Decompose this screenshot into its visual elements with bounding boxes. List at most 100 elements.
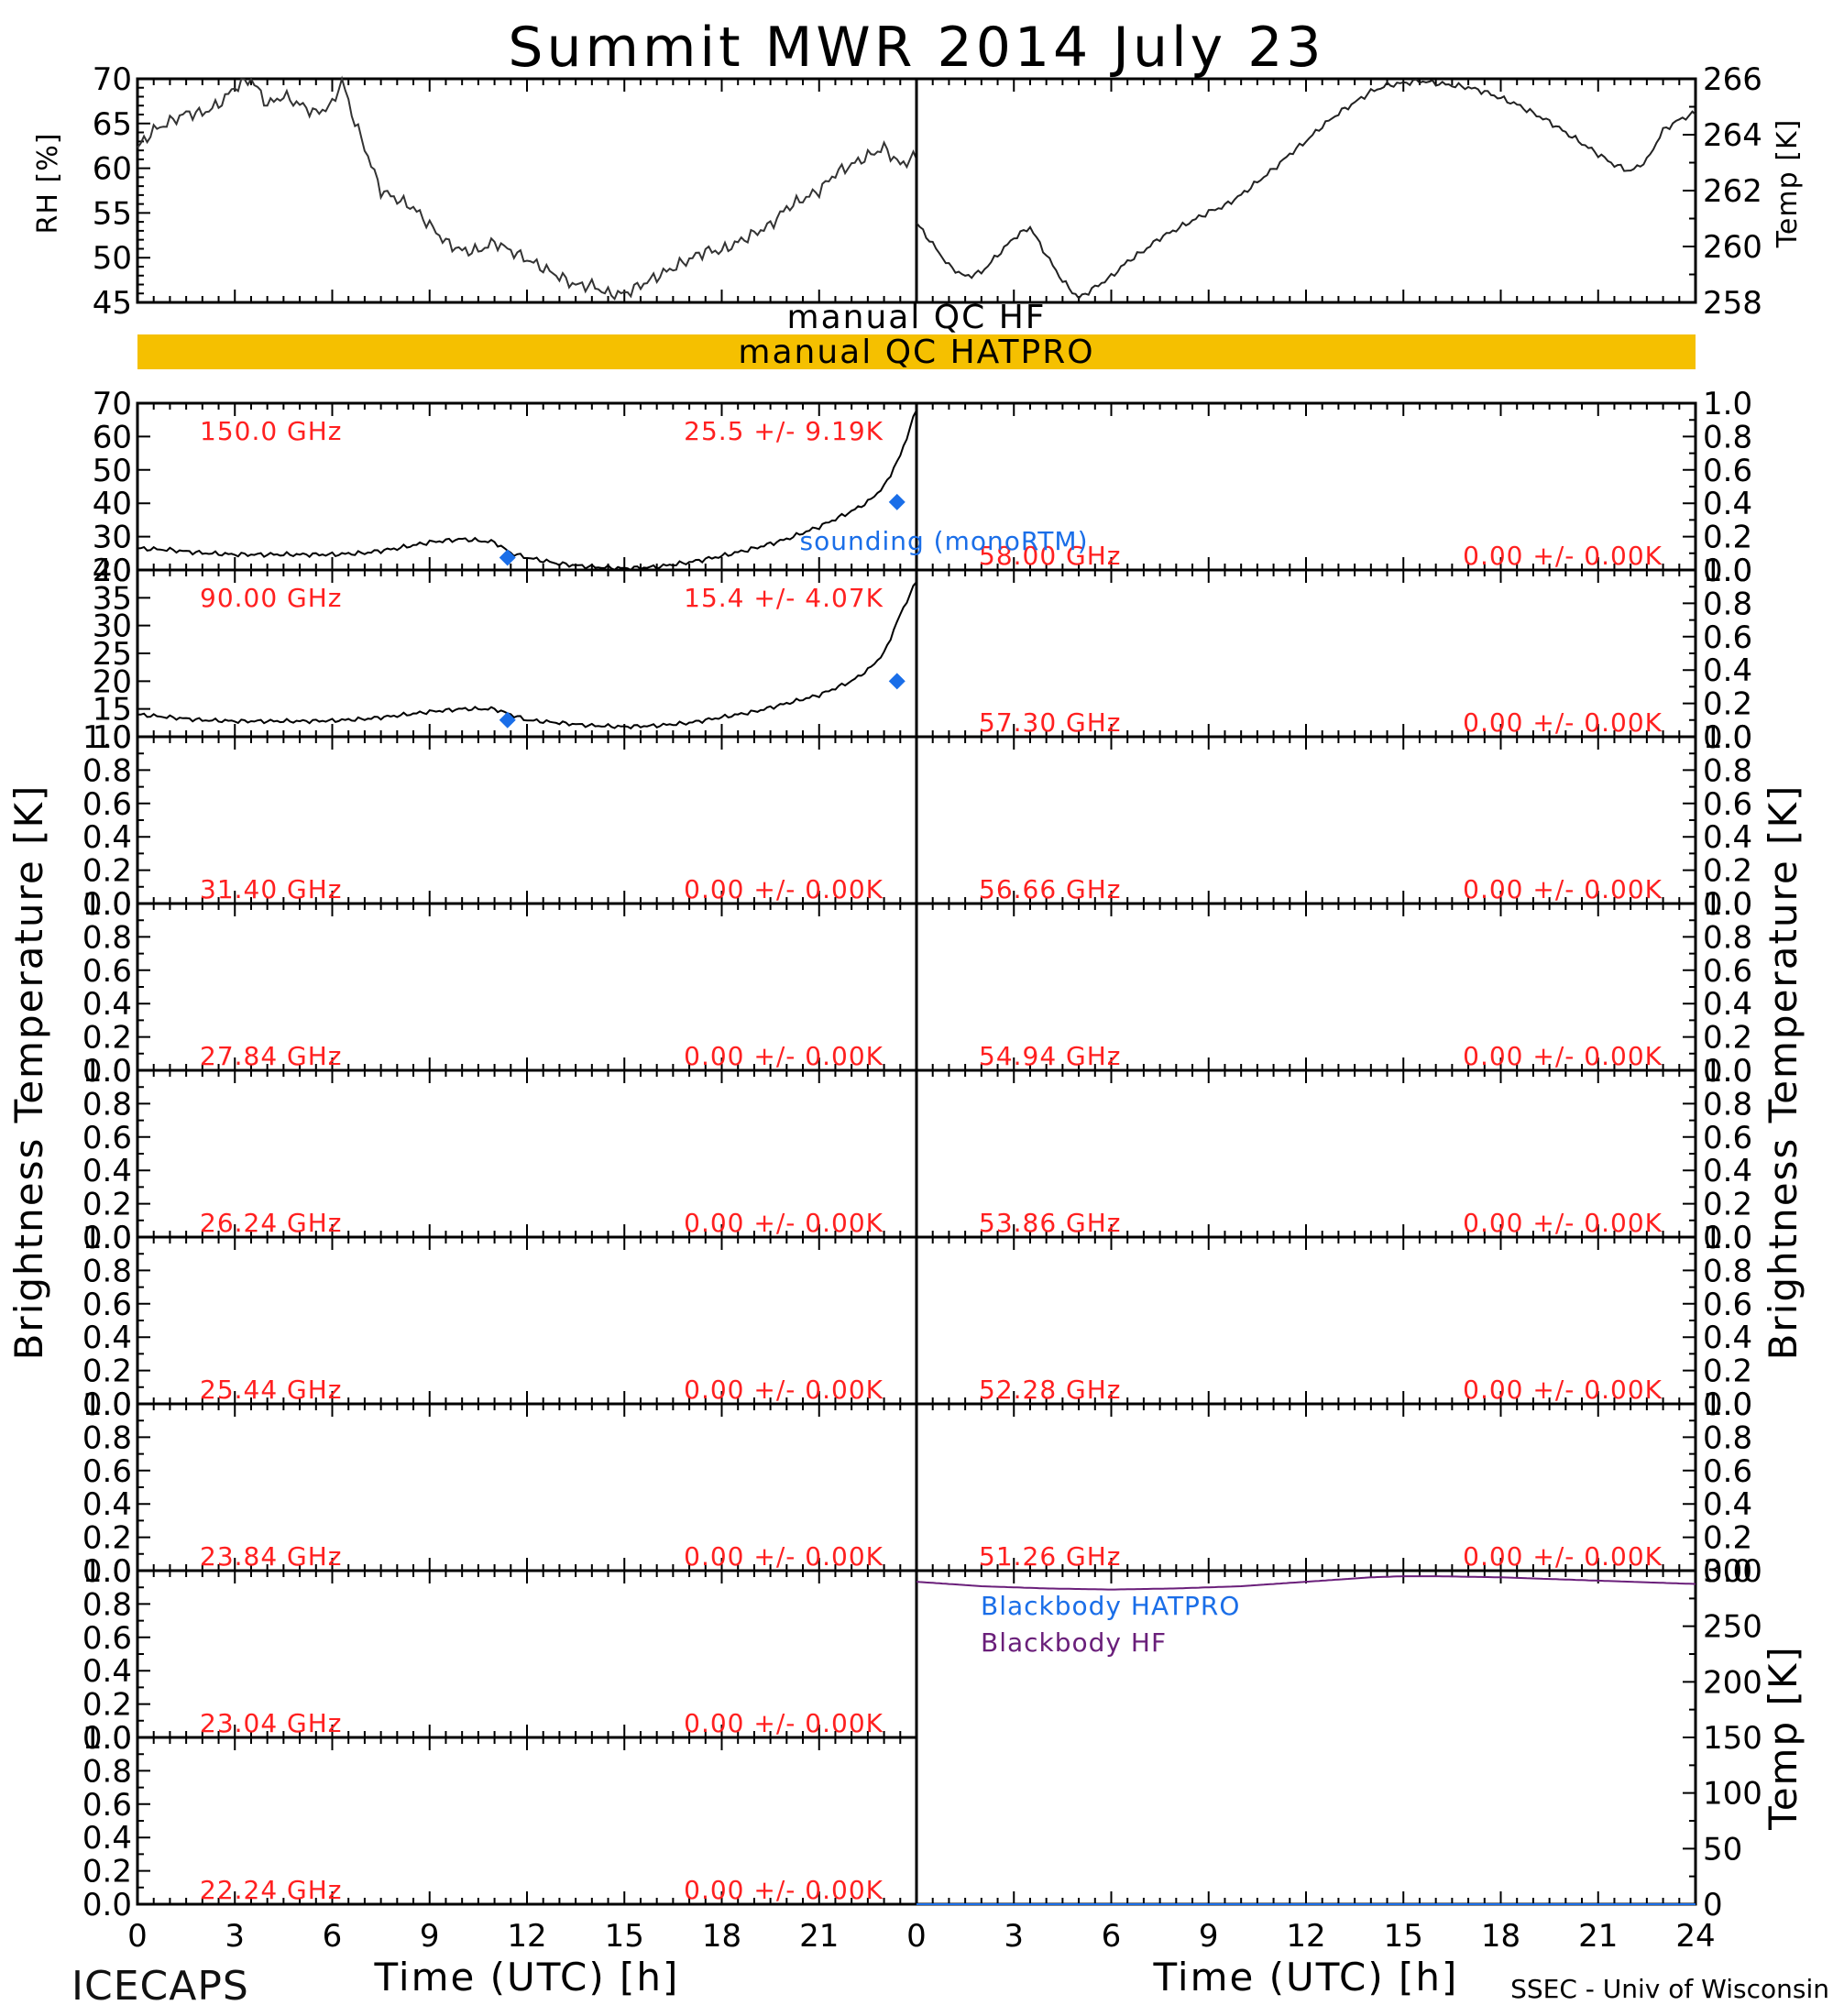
ch3140-yticks bbox=[137, 736, 150, 904]
ch90-ytick-label: 10 bbox=[93, 719, 132, 756]
ch5730-ytick-label: 1.0 bbox=[1703, 553, 1752, 589]
ch3140-channel-label: 31.40 GHz bbox=[200, 874, 343, 904]
x-tick-right-6: 6 bbox=[1102, 1918, 1122, 1955]
ch90-ytick-label: 15 bbox=[93, 692, 132, 729]
ch2304-yticks bbox=[137, 1570, 150, 1738]
brightness-ylabel-right: Brightness Temperature [K] bbox=[1761, 784, 1806, 1361]
ch90-ytick-label: 35 bbox=[93, 580, 132, 617]
ch3140-ytick-label: 0.2 bbox=[82, 853, 132, 890]
ch150-ytick-label: 30 bbox=[93, 520, 132, 556]
x-tick-left-6: 6 bbox=[323, 1918, 343, 1955]
ch5386-stats-label: 0.00 +/- 0.00K bbox=[1463, 1208, 1663, 1238]
ch5228-ytick-label: 0.2 bbox=[1703, 1353, 1752, 1390]
x-tick-right-21: 21 bbox=[1578, 1918, 1618, 1955]
ch2544-yticks bbox=[137, 1236, 150, 1405]
ch2384-ytick-label: 0.6 bbox=[82, 1453, 132, 1490]
rh-ylabel: RH [%] bbox=[32, 133, 64, 235]
ch150-panel-xticks bbox=[137, 403, 917, 570]
blackbody-ytick-label: 300 bbox=[1703, 1553, 1762, 1590]
blackbody-ytick-label: 50 bbox=[1703, 1831, 1742, 1868]
ch5666-panel-xticks bbox=[916, 737, 1696, 904]
ch58-ytick-label: 0.6 bbox=[1703, 453, 1752, 489]
ch2304-ytick-label: 0.6 bbox=[82, 1620, 132, 1657]
ch2784-ytick-label: 0.2 bbox=[82, 1020, 132, 1057]
blackbody-ytick-label: 0 bbox=[1703, 1887, 1723, 1923]
ch5386-ytick-label: 0.6 bbox=[1703, 1120, 1752, 1156]
ch5386-ytick-label: 0.4 bbox=[1703, 1153, 1752, 1189]
ch90-channel-label: 90.00 GHz bbox=[200, 583, 343, 613]
blackbody-hatpro-legend: Blackbody HATPRO bbox=[981, 1591, 1240, 1621]
ch5228-ytick-label: 0.0 bbox=[1703, 1386, 1752, 1423]
ch5730-ytick-label: 0.4 bbox=[1703, 652, 1752, 689]
ch2784-yticks bbox=[137, 903, 150, 1071]
rh-panel-xticks bbox=[137, 79, 917, 302]
rh-ytick-label: 70 bbox=[93, 61, 132, 98]
ch2384-ytick-label: 0.4 bbox=[82, 1486, 132, 1523]
ch58-stats-label: 0.00 +/- 0.00K bbox=[1463, 541, 1663, 571]
x-tick-right-9: 9 bbox=[1199, 1918, 1219, 1955]
ch2544-panel-xticks bbox=[137, 1237, 917, 1404]
ch90-sounding-point bbox=[888, 673, 906, 690]
rh-ytick-label: 55 bbox=[93, 195, 132, 232]
x-tick-right-12: 12 bbox=[1286, 1918, 1325, 1955]
ch5386-ytick-label: 0.0 bbox=[1703, 1220, 1752, 1256]
rh-ytick-label: 45 bbox=[93, 285, 132, 322]
ch90-line bbox=[137, 581, 917, 730]
ch5730-stats-label: 0.00 +/- 0.00K bbox=[1463, 707, 1663, 738]
temp-line bbox=[916, 78, 1696, 301]
ch2384-channel-label: 23.84 GHz bbox=[200, 1541, 343, 1572]
ch2784-ytick-label: 0.0 bbox=[82, 1053, 132, 1090]
x-tick-left-12: 12 bbox=[507, 1918, 546, 1955]
ch2784-panel-xticks bbox=[137, 904, 917, 1070]
ch2784-ytick-label: 0.4 bbox=[82, 986, 132, 1023]
ch58-ytick-label: 0.8 bbox=[1703, 419, 1752, 455]
ch5666-ytick-label: 1.0 bbox=[1703, 719, 1752, 756]
ch5126-ytick-label: 0.8 bbox=[1703, 1419, 1752, 1456]
ch150-sounding-point bbox=[499, 549, 516, 566]
temp-ytick-label: 262 bbox=[1703, 173, 1762, 210]
ch2784-channel-label: 27.84 GHz bbox=[200, 1041, 343, 1071]
ch2544-ytick-label: 0.0 bbox=[82, 1386, 132, 1423]
ch5494-ytick-label: 0.0 bbox=[1703, 1053, 1752, 1090]
rh-panel-frame bbox=[136, 77, 918, 304]
ch5228-yticks bbox=[1683, 1236, 1696, 1405]
ch2304-ytick-label: 0.8 bbox=[82, 1586, 132, 1623]
x-tick-right-18: 18 bbox=[1481, 1918, 1520, 1955]
ch5730-ytick-label: 0.6 bbox=[1703, 619, 1752, 656]
ch2304-channel-label: 23.04 GHz bbox=[200, 1708, 343, 1738]
ch150-stats-label: 25.5 +/- 9.19K bbox=[684, 416, 884, 446]
ch5666-yticks bbox=[1683, 736, 1696, 904]
ch5228-stats-label: 0.00 +/- 0.00K bbox=[1463, 1375, 1663, 1405]
ch2384-ytick-label: 0.0 bbox=[82, 1553, 132, 1590]
ch3140-ytick-label: 1.0 bbox=[82, 719, 132, 756]
ch5126-ytick-label: 0.2 bbox=[1703, 1520, 1752, 1557]
ch5494-channel-label: 54.94 GHz bbox=[979, 1041, 1122, 1071]
ch5666-channel-label: 56.66 GHz bbox=[979, 874, 1122, 904]
qc-hatpro-label: manual QC HATPRO bbox=[738, 334, 1094, 371]
ch5494-stats-label: 0.00 +/- 0.00K bbox=[1463, 1041, 1663, 1071]
ch5228-ytick-label: 0.6 bbox=[1703, 1287, 1752, 1323]
ch90-yticks bbox=[137, 569, 150, 738]
ch5494-ytick-label: 0.8 bbox=[1703, 919, 1752, 956]
ch2544-channel-label: 25.44 GHz bbox=[200, 1375, 343, 1405]
ch2224-ytick-label: 1.0 bbox=[82, 1720, 132, 1757]
x-tick-left-15: 15 bbox=[605, 1918, 644, 1955]
ch2384-stats-label: 0.00 +/- 0.00K bbox=[684, 1541, 884, 1572]
ch2304-ytick-label: 1.0 bbox=[82, 1553, 132, 1590]
ch5494-ytick-label: 1.0 bbox=[1703, 886, 1752, 923]
ch150-line bbox=[137, 410, 917, 572]
ch5730-ytick-label: 0.8 bbox=[1703, 586, 1752, 622]
x-tick-right-0: 0 bbox=[906, 1918, 927, 1955]
ch5666-ytick-label: 0.2 bbox=[1703, 853, 1752, 890]
ch5228-panel-xticks bbox=[916, 1237, 1696, 1404]
ch2544-ytick-label: 0.6 bbox=[82, 1287, 132, 1323]
rh-ytick-label: 60 bbox=[93, 151, 132, 188]
ch3140-ytick-label: 0.0 bbox=[82, 886, 132, 923]
ch2624-ytick-label: 0.2 bbox=[82, 1187, 132, 1223]
ch2784-ytick-label: 1.0 bbox=[82, 886, 132, 923]
blackbody-ytick-label: 100 bbox=[1703, 1776, 1762, 1813]
ch5228-ytick-label: 0.4 bbox=[1703, 1320, 1752, 1356]
rh-yticks bbox=[137, 78, 150, 303]
ch2304-panel-xticks bbox=[137, 1571, 917, 1737]
